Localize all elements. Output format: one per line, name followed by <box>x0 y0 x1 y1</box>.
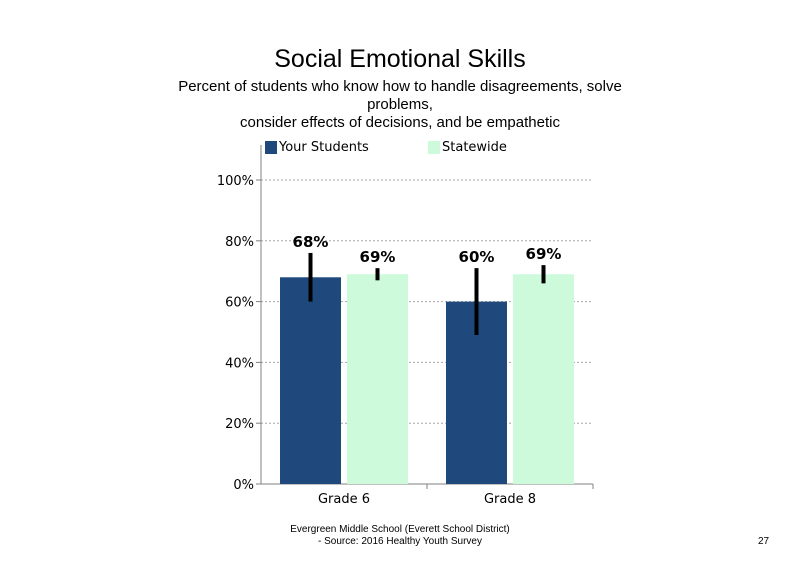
subtitle-line-1: Percent of students who know how to hand… <box>178 78 622 95</box>
footer-source: Evergreen Middle School (Everett School … <box>200 524 600 548</box>
y-tick-label: 0% <box>233 478 254 493</box>
legend-item-your-students: Your Students <box>265 140 369 155</box>
bar-statewide-grade-8 <box>513 274 574 484</box>
footer-line-2: - Source: 2016 Healthy Youth Survey <box>318 536 482 547</box>
page-number: 27 <box>758 536 770 547</box>
legend-swatch-your-students <box>265 141 277 154</box>
data-label: 69% <box>526 245 562 263</box>
legend-item-statewide: Statewide <box>428 140 507 155</box>
subtitle-line-2: problems, <box>367 96 433 113</box>
data-label: 60% <box>459 248 495 266</box>
y-tick-label: 100% <box>217 174 254 189</box>
y-tick-label: 40% <box>225 356 254 371</box>
x-tick-label: Grade 6 <box>318 492 370 507</box>
bar-your-students-grade-6 <box>280 277 341 484</box>
legend: Your Students Statewide <box>265 140 565 158</box>
chart-subtitle: Percent of students who know how to hand… <box>150 78 650 132</box>
legend-label-statewide: Statewide <box>442 140 507 155</box>
y-tick-label: 20% <box>225 417 254 432</box>
subtitle-line-3: consider effects of decisions, and be em… <box>240 114 560 131</box>
data-label: 69% <box>360 248 396 266</box>
x-tick-label: Grade 8 <box>484 492 536 507</box>
chart-title: Social Emotional Skills <box>274 45 526 73</box>
y-tick-label: 60% <box>225 296 254 311</box>
y-tick-label: 80% <box>225 235 254 250</box>
legend-swatch-statewide <box>428 141 440 154</box>
data-label: 68% <box>293 233 329 251</box>
legend-label-your-students: Your Students <box>279 140 369 155</box>
bar-statewide-grade-6 <box>347 274 408 484</box>
footer-line-1: Evergreen Middle School (Everett School … <box>290 524 510 535</box>
